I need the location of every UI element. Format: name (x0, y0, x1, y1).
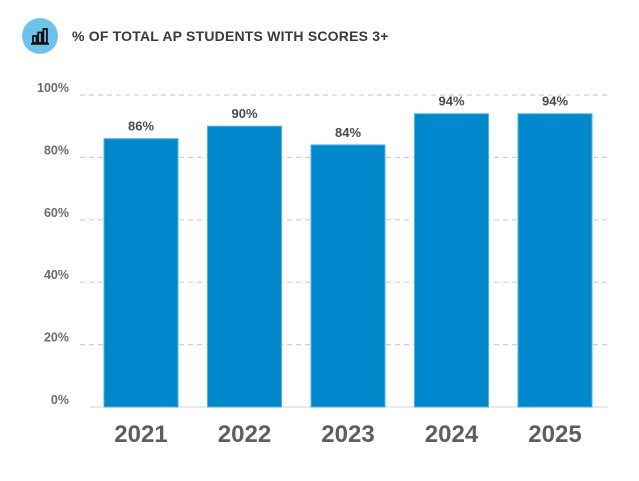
y-axis-ticks: 0% 20% 40% 60% 80% 100% (37, 81, 69, 407)
y-tick-label: 40% (44, 268, 69, 282)
data-label: 94% (542, 94, 568, 109)
bar-chart-icon (22, 18, 58, 54)
bar-2025 (517, 113, 593, 408)
chart-title: % OF TOTAL AP STUDENTS WITH SCORES 3+ (72, 28, 389, 44)
bar-2022 (207, 125, 282, 408)
x-axis-ticks: 2021 2022 2023 2024 2025 (114, 421, 581, 448)
bar-2023 (310, 144, 386, 408)
data-label: 86% (128, 119, 154, 134)
bars (103, 113, 593, 408)
data-label: 90% (231, 106, 257, 121)
y-tick-label: 100% (37, 81, 69, 95)
chart-header: % OF TOTAL AP STUDENTS WITH SCORES 3+ (22, 18, 389, 54)
data-label: 84% (335, 125, 361, 140)
y-tick-label: 80% (44, 143, 69, 157)
bar-2021 (103, 138, 179, 408)
x-tick-label: 2023 (321, 421, 374, 448)
data-label: 94% (438, 94, 464, 109)
x-tick-label: 2021 (114, 421, 167, 448)
x-tick-label: 2024 (425, 421, 479, 448)
y-tick-label: 0% (51, 393, 69, 407)
data-labels: 86% 90% 84% 94% 94% (128, 94, 568, 140)
x-tick-label: 2022 (218, 421, 271, 448)
bar-2024 (414, 113, 489, 408)
y-tick-label: 60% (44, 206, 69, 220)
y-tick-label: 20% (44, 331, 69, 345)
x-tick-label: 2025 (528, 421, 581, 448)
